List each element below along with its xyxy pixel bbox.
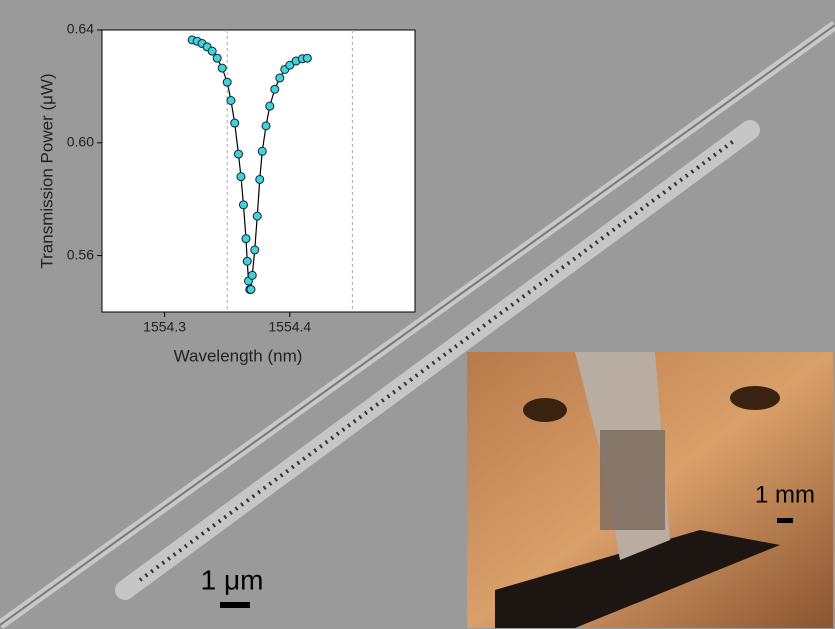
data-point <box>218 64 226 72</box>
data-point <box>303 54 311 62</box>
y-tick-label: 0.64 <box>67 21 94 37</box>
data-point <box>243 257 251 265</box>
scale-label: 1 mm <box>755 481 815 508</box>
figure: Wavelength (nm) Transmission Power (μW) … <box>0 0 835 629</box>
data-point <box>276 74 284 82</box>
data-point <box>208 47 216 55</box>
y-axis-label: Transmission Power (μW) <box>37 73 56 268</box>
data-point <box>227 97 235 105</box>
scale-bar <box>777 518 793 523</box>
x-tick-label: 1554.4 <box>268 319 311 335</box>
data-point <box>237 173 245 181</box>
data-point <box>248 271 256 279</box>
data-point <box>258 147 266 155</box>
x-axis-label: Wavelength (nm) <box>174 346 303 365</box>
annotation: Q ≈ 85,000 <box>300 239 389 259</box>
data-point <box>266 102 274 110</box>
plot-area <box>102 30 415 312</box>
y-tick-label: 0.60 <box>67 134 94 150</box>
data-point <box>242 235 250 243</box>
data-point <box>213 54 221 62</box>
photo-fiber-array <box>600 430 665 530</box>
photo-hole <box>730 386 780 410</box>
data-point <box>234 150 242 158</box>
scale-label: 1 μm <box>201 564 264 595</box>
data-point <box>247 285 255 293</box>
data-point <box>251 246 259 254</box>
x-tick-label: 1554.3 <box>143 319 186 335</box>
data-point <box>253 212 261 220</box>
y-tick-label: 0.56 <box>67 246 94 262</box>
annotation: 18 nm <box>293 147 340 166</box>
photo-hole <box>523 398 567 422</box>
data-point <box>231 119 239 127</box>
scale-bar <box>220 602 250 608</box>
data-point <box>256 175 264 183</box>
data-point <box>223 78 231 86</box>
data-point <box>271 85 279 93</box>
data-point <box>262 122 270 130</box>
data-point <box>239 201 247 209</box>
